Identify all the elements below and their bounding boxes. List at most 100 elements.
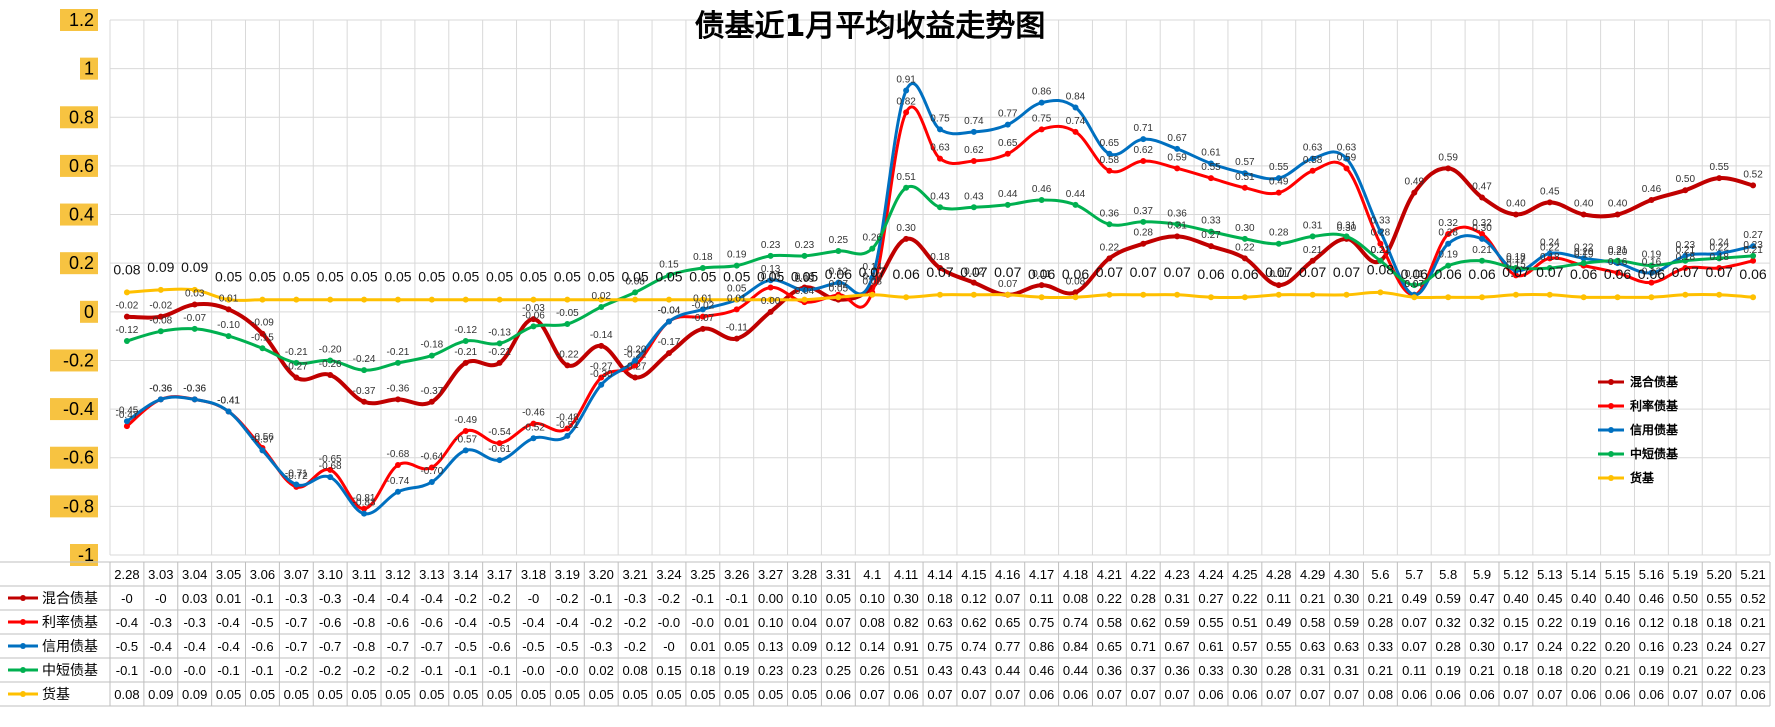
data-label: 0.46: [1032, 184, 1052, 195]
data-point: [1004, 150, 1011, 157]
data-label: 0.07: [1502, 264, 1529, 280]
table-cell: -0.3: [183, 615, 205, 630]
data-point: [1546, 255, 1553, 262]
data-point: [1682, 257, 1689, 264]
data-point: [1614, 257, 1621, 264]
data-label: 0.67: [1167, 133, 1187, 144]
table-cell: 0.51: [893, 663, 918, 678]
data-point: [462, 447, 469, 454]
data-label: 0.27: [1743, 230, 1763, 241]
table-cell: 0.16: [1605, 615, 1630, 630]
legend-label: 中短债基: [1630, 446, 1679, 461]
table-cell: -0.6: [421, 615, 443, 630]
x-tick-label: 3.19: [555, 567, 580, 582]
table-cell: -0.2: [488, 591, 510, 606]
data-point: [259, 345, 266, 352]
legend-item: 信用债基: [1598, 422, 1679, 437]
table-cell: 0.08: [1063, 591, 1088, 606]
data-point: [1445, 231, 1452, 237]
data-point: [1546, 265, 1553, 272]
table-cell: 0.59: [1164, 615, 1189, 630]
data-label: 0.51: [896, 172, 916, 183]
data-label: 0.10: [795, 272, 815, 283]
data-point: [598, 342, 605, 349]
data-point: [1411, 189, 1418, 196]
table-cell: 0.61: [1198, 639, 1223, 654]
data-label: 0.09: [795, 274, 815, 285]
x-tick-label: 3.03: [148, 567, 173, 582]
table-cell: -0.0: [522, 663, 544, 678]
data-label: -0.41: [217, 396, 240, 407]
data-label: 0.08: [863, 276, 883, 287]
data-label: 0.15: [1506, 259, 1526, 270]
data-label: 0.06: [1739, 266, 1766, 282]
data-label: 0.22: [1540, 242, 1560, 253]
data-point: [1682, 265, 1689, 272]
data-point: [598, 303, 605, 310]
table-cell: -0.6: [251, 639, 273, 654]
table-cell: 0.30: [893, 591, 918, 606]
series-line: [125, 105, 1754, 511]
x-tick-label: 3.04: [182, 567, 207, 582]
table-cell: 0.05: [419, 687, 444, 702]
data-point: [1479, 257, 1486, 264]
data-label: -0.68: [387, 449, 410, 460]
data-label: 0.43: [930, 191, 950, 202]
data-point: [1716, 291, 1723, 298]
data-label: -0.52: [522, 422, 545, 433]
data-point: [259, 447, 266, 454]
table-cell: 0.75: [927, 639, 952, 654]
table-cell: 0.05: [792, 687, 817, 702]
x-tick-label: 5.15: [1605, 567, 1630, 582]
data-point: [767, 277, 774, 284]
y-tick-background: [60, 154, 98, 177]
x-tick-label: 4.1: [863, 567, 881, 582]
data-label: -0.12: [454, 325, 477, 336]
table-cell: 0.55: [1266, 639, 1291, 654]
table-cell: 0.47: [1469, 591, 1494, 606]
table-series-name: 信用债基: [42, 638, 98, 655]
data-point: [598, 296, 605, 303]
table-cell: 0.05: [318, 687, 343, 702]
data-label: -0.54: [488, 427, 511, 438]
data-point: [665, 296, 672, 303]
data-point: [259, 296, 266, 303]
table-cell: 0.02: [589, 663, 614, 678]
y-tick-label: 0.6: [69, 156, 94, 176]
data-label: 0.23: [795, 240, 815, 251]
data-label: 0.43: [964, 191, 984, 202]
data-label: -0.47: [116, 410, 139, 421]
table-cell: -0.5: [522, 639, 544, 654]
data-label: -0.48: [556, 413, 579, 424]
data-label: 0.22: [1574, 242, 1594, 253]
data-label: 0.12: [964, 267, 984, 278]
data-label: -0.20: [319, 344, 342, 355]
data-label: 0.03: [185, 289, 205, 300]
table-cell: 0.59: [1334, 615, 1359, 630]
table-cell: 0.07: [1673, 687, 1698, 702]
data-label: 0.30: [1337, 223, 1357, 234]
table-cell: 0.55: [1198, 615, 1223, 630]
data-point: [1750, 257, 1757, 264]
data-point: [699, 313, 706, 320]
data-label: 0.21: [1472, 245, 1492, 256]
table-cell: -0.1: [455, 663, 477, 678]
data-label: 0.75: [1032, 113, 1052, 124]
gridlines: [109, 19, 1771, 556]
table-cell: -0: [155, 591, 167, 606]
table-cell: -0.7: [285, 615, 307, 630]
y-tick-background: [50, 398, 98, 421]
table-cell: -0.7: [387, 639, 409, 654]
y-tick-label: 0.8: [69, 107, 94, 127]
x-tick-label: 3.21: [622, 567, 647, 582]
legend-marker: [1608, 403, 1614, 409]
data-point: [530, 323, 537, 330]
data-label: -0.21: [387, 347, 410, 358]
data-label: 0.18: [1676, 252, 1696, 263]
data-point: [1208, 294, 1215, 301]
data-point: [428, 464, 435, 471]
y-tick-background: [70, 544, 98, 566]
data-point: [1038, 294, 1045, 301]
table-cell: 0.05: [690, 687, 715, 702]
